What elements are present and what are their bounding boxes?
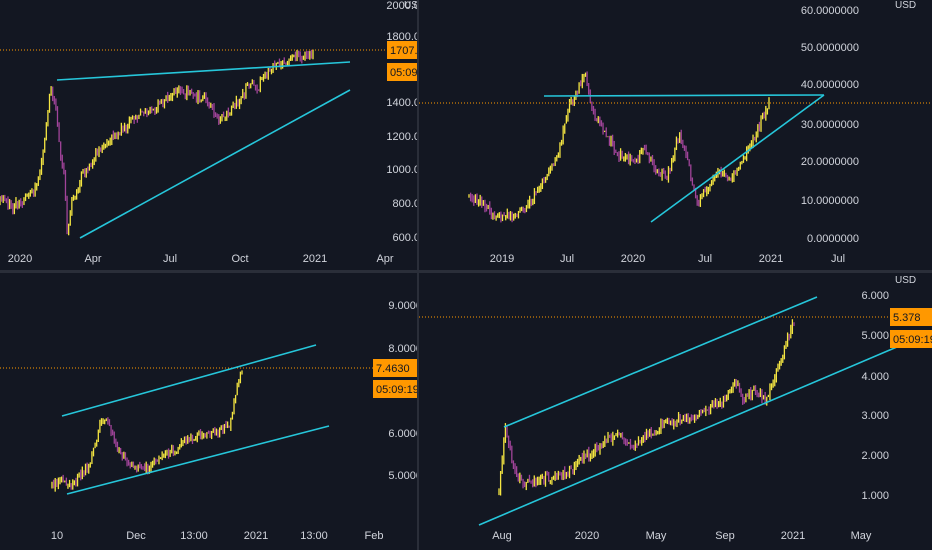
candles	[0, 49, 314, 236]
chart-canvas[interactable]: 6.000 5.000 4.000 3.000 2.000 1.000 USD Aug 2020…	[419, 273, 932, 550]
trendline-upper[interactable]	[61, 344, 317, 417]
trendline-lower[interactable]	[79, 89, 351, 239]
bar-countdown-value: 05:09:19	[376, 384, 417, 396]
x-axis-tick-label: Oct	[231, 253, 248, 265]
chart-canvas[interactable]: 2000.01800.01600.01400.01200.01000.0800.…	[0, 0, 417, 270]
x-axis-tick-label: 2019	[490, 253, 514, 265]
y-axis-tick-label: 10.0000000	[801, 195, 859, 207]
trendline-upper[interactable]	[56, 61, 351, 81]
trendline-upper[interactable]	[543, 94, 825, 97]
bar-countdown-badge: 05:09:19	[373, 380, 417, 398]
x-axis-tick-label: Sep	[715, 530, 735, 542]
currency-label: USD	[404, 0, 417, 11]
currency-label: USD	[895, 0, 916, 11]
y-axis-tick-label: 1200.0	[386, 131, 417, 143]
x-axis-tick-label: 10	[51, 530, 63, 542]
last-price-value: 5.378	[893, 312, 921, 324]
y-axis-tick-label: 6.0000	[388, 428, 417, 440]
chart-pane-bottom-left[interactable]: 9.00008.00006.00005.0000USD10Dec13:00202…	[0, 273, 417, 550]
x-axis-tick-label: Apr	[376, 253, 393, 265]
y-axis-tick-label: 0.0000000	[807, 233, 859, 245]
y-axis-tick-label: 2000.0	[386, 0, 417, 12]
x-axis-tick-label: 2020	[8, 253, 32, 265]
x-axis-tick-label: 2020	[621, 253, 645, 265]
x-axis-tick-label: Jul	[560, 253, 574, 265]
x-axis-tick-label: Aug	[492, 530, 512, 542]
bar-countdown-value: 05:09:19	[893, 334, 932, 346]
chart-pane-top-left[interactable]: 2000.01800.01600.01400.01200.01000.0800.…	[0, 0, 417, 270]
x-axis-tick-label: Feb	[365, 530, 384, 542]
x-axis-tick-label: 2021	[244, 530, 268, 542]
y-axis-tick-label: 1400.0	[386, 97, 417, 109]
y-axis-tick-label: 6.000	[861, 290, 889, 302]
x-axis-tick-label: 2021	[781, 530, 805, 542]
y-axis-tick-label: 2.000	[861, 450, 889, 462]
currency-label: USD	[895, 275, 916, 286]
horizontal-separator[interactable]	[0, 270, 932, 273]
y-axis-tick-label: 9.0000	[388, 300, 417, 312]
chart-canvas[interactable]: 9.00008.00006.00005.0000USD10Dec13:00202…	[0, 273, 417, 550]
last-price-value: 7.4630	[376, 363, 410, 375]
last-price-badge: 5.378	[890, 308, 932, 326]
candles	[51, 370, 243, 492]
trendline-upper[interactable]	[503, 296, 818, 428]
last-price-value: 1707.8	[390, 45, 417, 57]
bar-countdown-value: 05:09:19	[390, 67, 417, 79]
x-axis-tick-label: 13:00	[300, 530, 328, 542]
y-axis-tick-label: 600.0	[392, 232, 417, 244]
vertical-separator[interactable]	[417, 0, 419, 550]
chart-canvas[interactable]: 60.0000000 50.0000000 40.0000000 30.0000000…	[419, 0, 932, 270]
y-axis-tick-label: 800.0	[392, 198, 417, 210]
bar-countdown-badge: 05:09:19	[890, 330, 932, 348]
x-axis-tick-label: May	[851, 530, 872, 542]
x-axis-tick-label: Apr	[84, 253, 101, 265]
trendline-lower[interactable]	[650, 94, 825, 223]
trendline-lower[interactable]	[66, 425, 330, 495]
x-axis-tick-label: Dec	[126, 530, 146, 542]
y-axis-tick-label: 50.0000000	[801, 42, 859, 54]
y-axis-tick-label: 8.0000	[388, 343, 417, 355]
y-axis-tick-label: 1000.0	[386, 164, 417, 176]
y-axis-tick-label: 40.0000000	[801, 79, 859, 91]
x-axis-tick-label: Jul	[831, 253, 845, 265]
trendline-lower[interactable]	[478, 331, 932, 526]
y-axis-tick-label: 5.000	[861, 330, 889, 342]
x-axis-tick-label: 2021	[303, 253, 327, 265]
y-axis-tick-label: 1800.0	[386, 31, 417, 43]
x-axis-tick-label: 2020	[575, 530, 599, 542]
last-price-badge: 1707.8	[387, 41, 417, 59]
y-axis-tick-label: 20.0000000	[801, 156, 859, 168]
last-price-badge: 7.4630	[373, 359, 417, 377]
x-axis-tick-label: 2021	[759, 253, 783, 265]
y-axis-tick-label: 1.000	[861, 490, 889, 502]
y-axis-tick-label: 60.0000000	[801, 5, 859, 17]
x-axis-tick-label: May	[646, 530, 667, 542]
y-axis-tick-label: 30.0000000	[801, 119, 859, 131]
y-axis-tick-label: 4.000	[861, 371, 889, 383]
chart-pane-top-right[interactable]: 60.0000000 50.0000000 40.0000000 30.0000000…	[419, 0, 932, 270]
y-axis-tick-label: 3.000	[861, 410, 889, 422]
candles	[468, 71, 770, 223]
chart-pane-bottom-right[interactable]: 6.000 5.000 4.000 3.000 2.000 1.000 USD Aug 2020…	[419, 273, 932, 550]
y-axis-tick-label: 5.0000	[388, 470, 417, 482]
x-axis-tick-label: Jul	[163, 253, 177, 265]
x-axis-tick-label: Jul	[698, 253, 712, 265]
x-axis-tick-label: 13:00	[180, 530, 208, 542]
bar-countdown-badge: 05:09:19	[387, 63, 417, 81]
candles	[498, 319, 795, 496]
